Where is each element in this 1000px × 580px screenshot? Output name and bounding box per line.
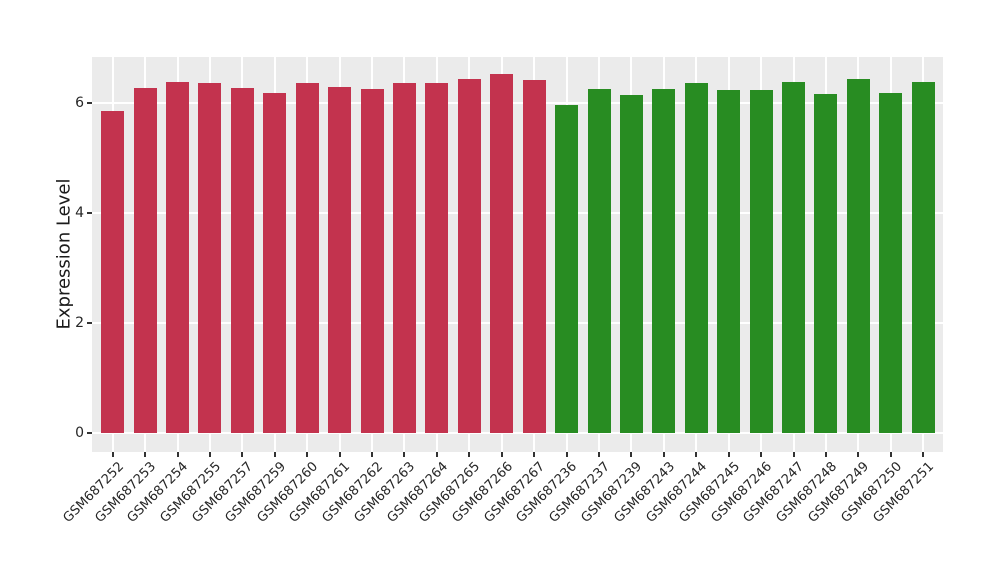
- y-tick-mark: [87, 212, 92, 214]
- x-tick-mark: [598, 452, 600, 457]
- x-tick-mark: [922, 452, 925, 457]
- bar-GSM687265: [457, 78, 481, 433]
- bar-GSM687264: [425, 83, 449, 433]
- bar-GSM687253: [133, 88, 157, 433]
- x-tick-mark: [468, 452, 471, 457]
- bar-GSM687246: [749, 89, 773, 433]
- x-tick-mark: [889, 452, 892, 457]
- bar-GSM687257: [230, 88, 254, 433]
- bar-GSM687261: [328, 86, 352, 433]
- x-tick-mark: [176, 452, 179, 457]
- bar-GSM687250: [879, 92, 903, 433]
- x-tick-mark: [565, 452, 568, 457]
- gridline-y-6: [92, 102, 943, 104]
- x-tick-mark: [533, 452, 536, 457]
- bar-GSM687262: [360, 88, 384, 433]
- x-tick-mark: [824, 452, 827, 457]
- x-tick-mark: [208, 452, 211, 457]
- x-tick-mark: [662, 452, 665, 457]
- gridline-y-2: [92, 322, 943, 324]
- bar-GSM687266: [490, 74, 514, 433]
- y-tick-label-6: 6: [75, 95, 84, 111]
- y-tick-label-2: 2: [75, 315, 84, 331]
- bar-GSM687237: [587, 89, 611, 433]
- x-tick-mark: [695, 452, 698, 457]
- x-tick-mark: [857, 452, 860, 457]
- bar-GSM687251: [911, 81, 935, 433]
- bar-GSM687252: [101, 110, 125, 433]
- bar-GSM687248: [814, 94, 838, 433]
- x-tick-mark: [760, 452, 763, 457]
- bar-GSM687245: [717, 89, 741, 433]
- x-tick-mark: [241, 452, 244, 457]
- x-tick-mark: [144, 452, 147, 457]
- bar-GSM687243: [652, 89, 676, 433]
- bar-GSM687267: [522, 80, 546, 433]
- bar-GSM687260: [295, 82, 319, 433]
- x-tick-mark: [273, 452, 276, 457]
- y-tick-mark: [87, 322, 92, 324]
- x-tick-mark: [792, 452, 795, 457]
- bar-GSM687244: [684, 83, 708, 433]
- x-tick-mark: [338, 452, 341, 457]
- bar-GSM687259: [263, 93, 287, 433]
- bar-GSM687254: [166, 81, 190, 433]
- gridline-y-4: [92, 212, 943, 214]
- gridline-y-0: [92, 432, 943, 434]
- plot-panel: [92, 57, 943, 452]
- bar-GSM687249: [846, 79, 870, 433]
- bar-GSM687247: [782, 82, 806, 433]
- y-axis-title: Expression Level: [53, 178, 75, 330]
- y-tick-label-0: 0: [75, 425, 84, 441]
- bar-GSM687263: [392, 83, 416, 433]
- bar-GSM687255: [198, 82, 222, 433]
- x-tick-mark: [500, 452, 503, 457]
- bar-GSM687239: [619, 94, 643, 433]
- x-tick-mark: [371, 452, 374, 457]
- x-tick-mark: [630, 452, 633, 457]
- x-tick-mark: [727, 452, 730, 457]
- x-tick-mark: [111, 452, 114, 457]
- x-tick-mark: [306, 452, 309, 457]
- y-tick-mark: [87, 102, 92, 104]
- bar-GSM687236: [555, 105, 579, 433]
- y-tick-label-4: 4: [75, 205, 84, 221]
- y-tick-mark: [87, 432, 92, 434]
- x-tick-mark: [403, 452, 406, 457]
- x-tick-mark: [435, 452, 438, 457]
